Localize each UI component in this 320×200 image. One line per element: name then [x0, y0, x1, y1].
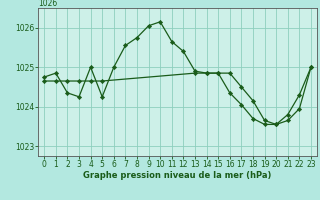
Text: 1026: 1026 [38, 0, 58, 8]
X-axis label: Graphe pression niveau de la mer (hPa): Graphe pression niveau de la mer (hPa) [84, 171, 272, 180]
